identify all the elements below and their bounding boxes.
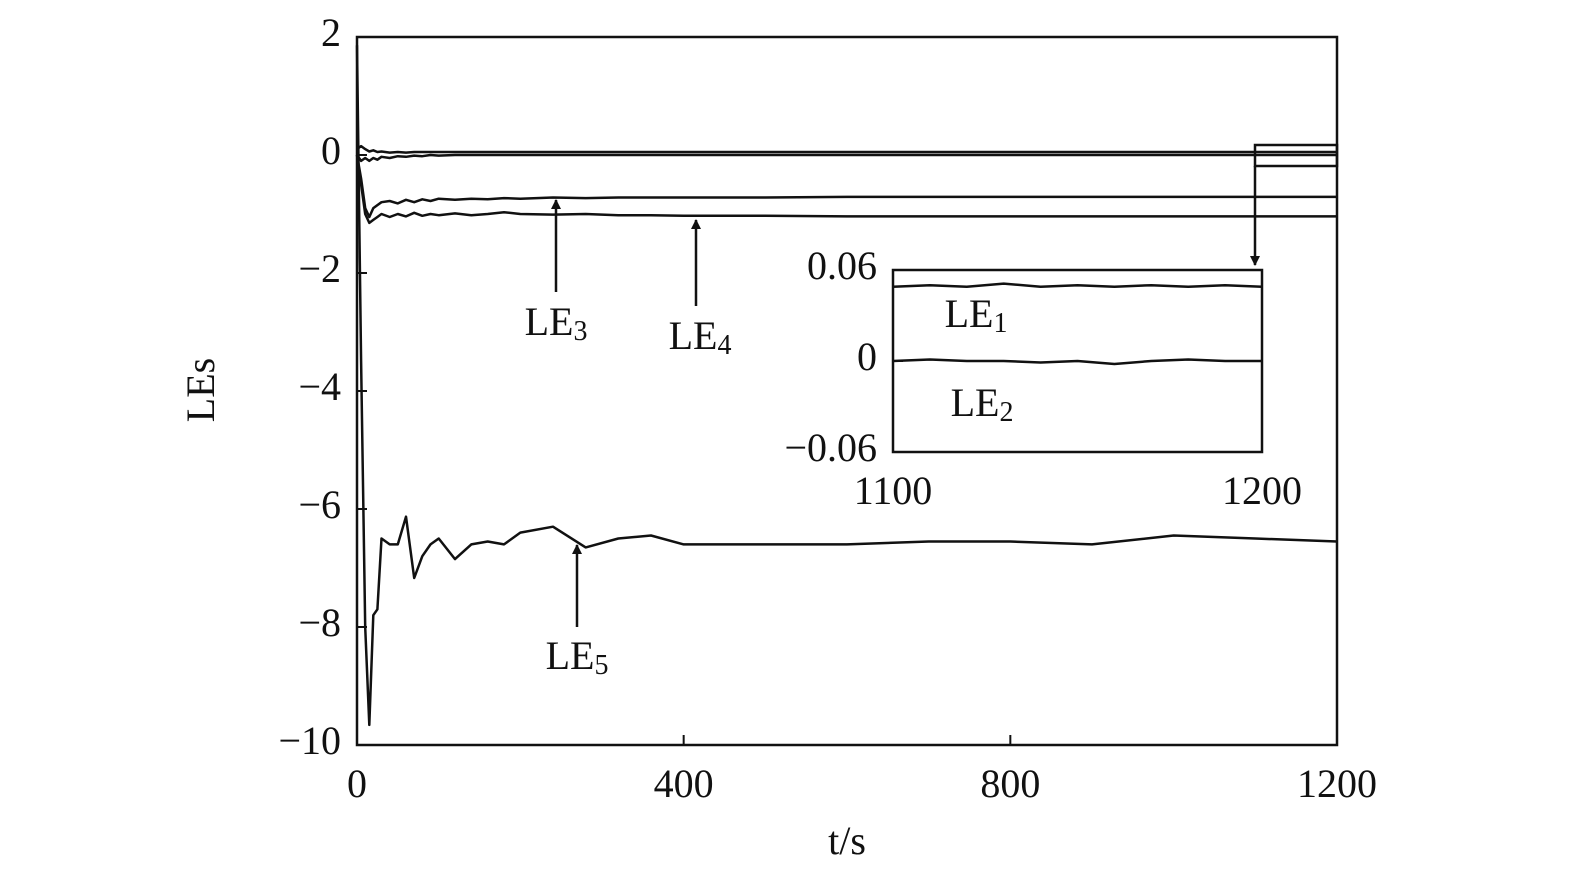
x-tick-label: 1100: [854, 468, 933, 513]
series-line: [892, 282, 1263, 288]
y-tick-label: −6: [298, 482, 341, 527]
y-tick-label: −10: [278, 718, 341, 763]
x-tick-label: 1200: [1297, 761, 1377, 806]
x-axis-label: t/s: [828, 818, 866, 863]
series-line: [355, 154, 1337, 225]
y-tick-label: 2: [321, 10, 341, 55]
y-tick-label: −4: [298, 364, 341, 409]
x-tick-label: 400: [654, 761, 714, 806]
y-tick-label: 0: [321, 128, 341, 173]
series-line: [892, 358, 1262, 366]
series-line: [355, 154, 1337, 219]
plot-frame: [891, 268, 1264, 454]
annotation: LE4: [669, 313, 732, 361]
annotation: LE3: [525, 299, 588, 347]
x-tick-label: 1200: [1222, 468, 1302, 513]
y-tick-label: 0: [857, 334, 877, 379]
y-tick-label: −2: [298, 246, 341, 291]
series-line: [356, 144, 1337, 154]
series-line: [355, 153, 1337, 163]
plot-frame: [355, 35, 1339, 747]
y-tick-label: −0.06: [784, 425, 877, 470]
series-line: [355, 45, 1338, 727]
annotation: LE5: [546, 633, 609, 681]
x-tick-label: 800: [980, 761, 1040, 806]
x-tick-label: 0: [347, 761, 367, 806]
y-tick-label: 0.06: [807, 243, 877, 288]
y-tick-label: −8: [298, 600, 341, 645]
y-axis-label: LEs: [178, 358, 223, 422]
